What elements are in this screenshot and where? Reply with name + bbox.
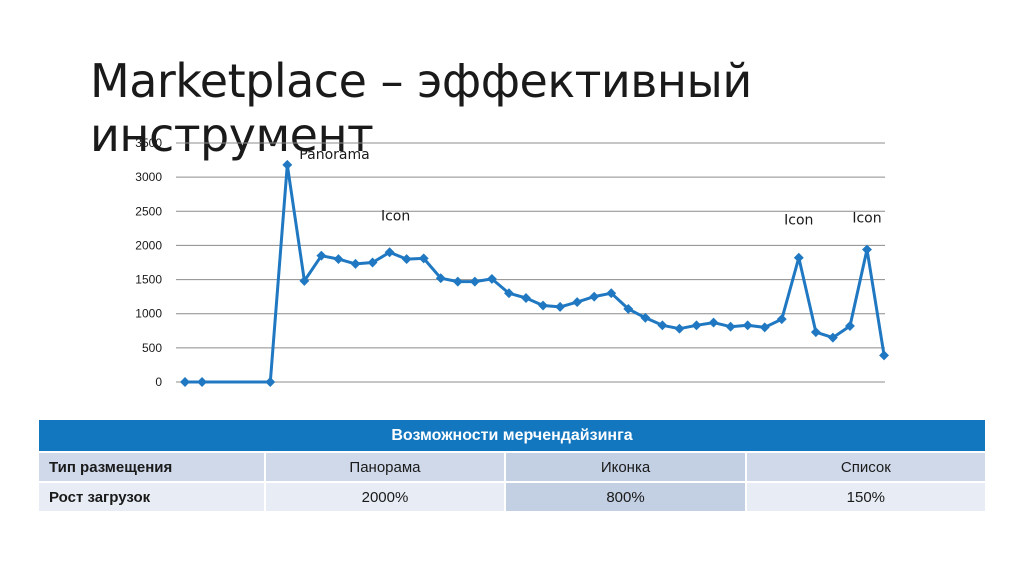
data-point — [180, 377, 190, 387]
table-cell: 150% — [744, 481, 985, 511]
table-cell: 2000% — [263, 481, 506, 511]
table-header: Возможности мерчендайзинга — [39, 420, 985, 452]
data-point — [776, 314, 787, 325]
data-point — [282, 159, 293, 170]
data-point — [725, 321, 736, 332]
y-tick-label: 3500 — [135, 136, 162, 150]
y-tick-label: 500 — [142, 341, 162, 355]
y-tick-label: 2000 — [135, 238, 162, 252]
data-point — [333, 254, 344, 265]
row-label: Рост загрузок — [39, 481, 265, 511]
data-point — [691, 320, 702, 331]
data-point — [299, 275, 310, 286]
data-point — [401, 254, 412, 265]
annotation-label: Icon — [784, 213, 813, 229]
data-point — [538, 300, 548, 311]
data-point — [316, 250, 327, 261]
merch-table: Возможности мерчендайзинга Тип размещени… — [39, 420, 985, 511]
data-point — [350, 258, 361, 269]
data-point — [674, 323, 685, 334]
table-cell: 800% — [504, 481, 746, 511]
chart-gridlines — [176, 142, 885, 383]
y-tick-label: 3000 — [135, 170, 162, 184]
y-tick-label: 0 — [155, 375, 162, 389]
data-point — [486, 273, 497, 284]
slide-title: Marketplace – эффективный инструмент — [90, 54, 752, 162]
data-point — [452, 276, 463, 287]
row-label: Тип размещения — [39, 451, 265, 482]
data-point — [384, 247, 395, 258]
y-tick-label: 1500 — [135, 273, 162, 287]
table-cell: Иконка — [504, 451, 746, 482]
y-axis-ticks: 0 500 1000 1500 2000 2500 3000 3500 — [135, 136, 162, 389]
table-row: Тип размещения Панорама Иконка Список — [39, 451, 985, 482]
annotation-label: Icon — [381, 208, 410, 224]
data-point — [504, 288, 514, 299]
data-point — [879, 350, 889, 361]
data-point — [418, 253, 429, 264]
data-point — [521, 293, 531, 303]
data-point — [862, 244, 872, 255]
data-point — [845, 321, 855, 331]
data-point — [657, 320, 668, 331]
data-point — [640, 312, 651, 323]
data-point — [623, 303, 634, 314]
data-point — [606, 288, 617, 299]
series-markers — [180, 159, 889, 387]
table-cell: Список — [744, 451, 985, 482]
series-line — [185, 163, 886, 384]
data-point — [469, 276, 480, 287]
data-point — [759, 322, 770, 333]
data-point — [742, 320, 753, 331]
y-tick-label: 2500 — [135, 204, 162, 218]
table-row: Рост загрузок 2000% 800% 150% — [39, 481, 985, 511]
annotation-label: Icon — [852, 211, 881, 227]
data-point — [265, 377, 276, 387]
data-point — [827, 332, 838, 343]
chart-annotations: Panorama Icon Icon Icon — [299, 147, 881, 229]
line-chart: 0 500 1000 1500 2000 2500 3000 3500 Panorama Ico… — [135, 136, 889, 389]
data-point — [708, 317, 719, 328]
data-point — [589, 291, 600, 302]
data-point — [555, 301, 566, 312]
data-point — [793, 252, 804, 263]
data-point — [572, 297, 583, 308]
data-point — [435, 273, 446, 284]
data-point — [197, 377, 207, 387]
annotation-label: Panorama — [299, 147, 369, 163]
data-point — [810, 327, 821, 338]
y-tick-label: 1000 — [135, 307, 162, 321]
table-cell: Панорама — [263, 451, 506, 482]
data-point — [367, 257, 378, 268]
